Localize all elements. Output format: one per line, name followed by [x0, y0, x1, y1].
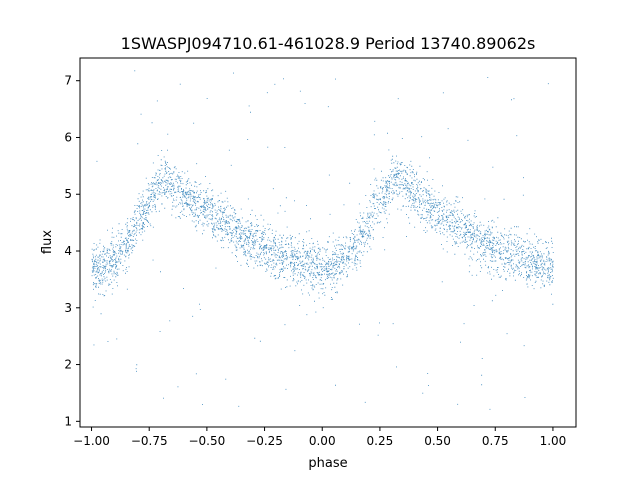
y-tick-label: 3: [64, 301, 72, 315]
plot-frame: [79, 57, 577, 428]
chart-title: 1SWASPJ094710.61-461028.9 Period 13740.8…: [121, 34, 536, 53]
x-axis-label: phase: [308, 456, 347, 471]
y-axis: 1 2 3 4 5 6 7: [64, 74, 80, 428]
y-tick-label: 2: [64, 358, 72, 372]
y-tick-label: 7: [64, 74, 72, 88]
x-tick-label: 0.00: [309, 434, 336, 448]
y-tick-label: 4: [64, 244, 72, 258]
x-tick-label: 0.25: [367, 434, 394, 448]
y-tick-label: 6: [64, 130, 72, 144]
x-tick-label: −0.50: [188, 434, 225, 448]
y-axis-label: flux: [40, 230, 55, 254]
x-tick-label: −1.00: [73, 434, 110, 448]
x-tick-label: 0.75: [482, 434, 509, 448]
x-tick-label: 1.00: [540, 434, 567, 448]
x-tick-label: −0.25: [246, 434, 283, 448]
y-tick-label: 1: [64, 414, 72, 428]
data-points: [91, 70, 554, 410]
x-tick-label: −0.75: [131, 434, 168, 448]
y-tick-label: 5: [64, 187, 72, 201]
scatter-points: [91, 70, 554, 410]
x-tick-label: 0.50: [424, 434, 451, 448]
x-axis: −1.00 −0.75 −0.50 −0.25 0.00 0.25 0.50 0.75 1.00: [73, 427, 566, 448]
